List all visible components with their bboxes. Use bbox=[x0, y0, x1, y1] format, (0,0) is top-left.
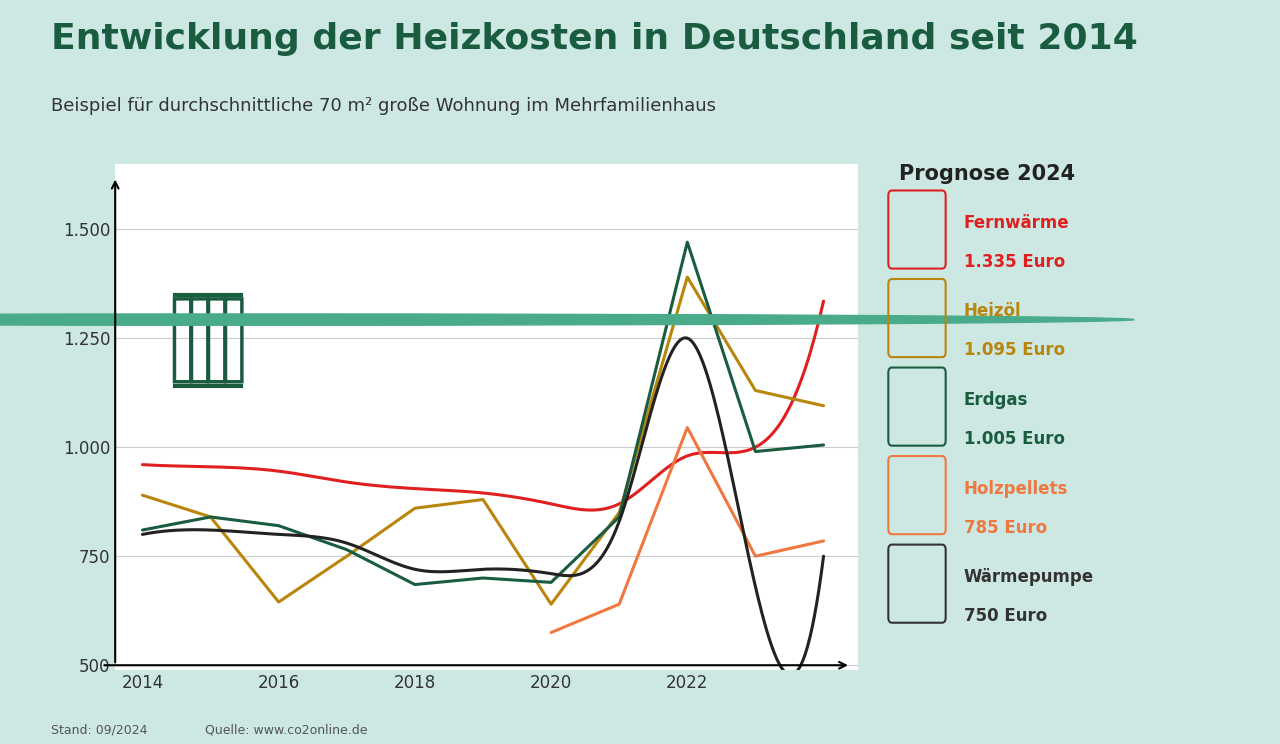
Text: 750 Euro: 750 Euro bbox=[964, 607, 1047, 625]
Text: Holzpellets: Holzpellets bbox=[964, 480, 1068, 498]
Text: Beispiel für durchschnittliche 70 m² große Wohnung im Mehrfamilienhaus: Beispiel für durchschnittliche 70 m² gro… bbox=[51, 97, 717, 115]
Text: Wärmepumpe: Wärmepumpe bbox=[964, 568, 1093, 586]
Text: Quelle: www.co2online.de: Quelle: www.co2online.de bbox=[205, 724, 367, 737]
Text: Heizöl: Heizöl bbox=[964, 302, 1021, 321]
Text: 785 Euro: 785 Euro bbox=[964, 519, 1047, 536]
Text: Erdgas: Erdgas bbox=[964, 391, 1028, 409]
Text: 1.005 Euro: 1.005 Euro bbox=[964, 430, 1065, 448]
Text: 1.335 Euro: 1.335 Euro bbox=[964, 253, 1065, 271]
Text: Fernwärme: Fernwärme bbox=[964, 214, 1069, 232]
Text: Stand: 09/2024: Stand: 09/2024 bbox=[51, 724, 147, 737]
Text: 1.095 Euro: 1.095 Euro bbox=[964, 341, 1065, 359]
Text: Entwicklung der Heizkosten in Deutschland seit 2014: Entwicklung der Heizkosten in Deutschlan… bbox=[51, 22, 1138, 57]
Text: Prognose 2024: Prognose 2024 bbox=[899, 164, 1075, 185]
Circle shape bbox=[0, 314, 1134, 325]
